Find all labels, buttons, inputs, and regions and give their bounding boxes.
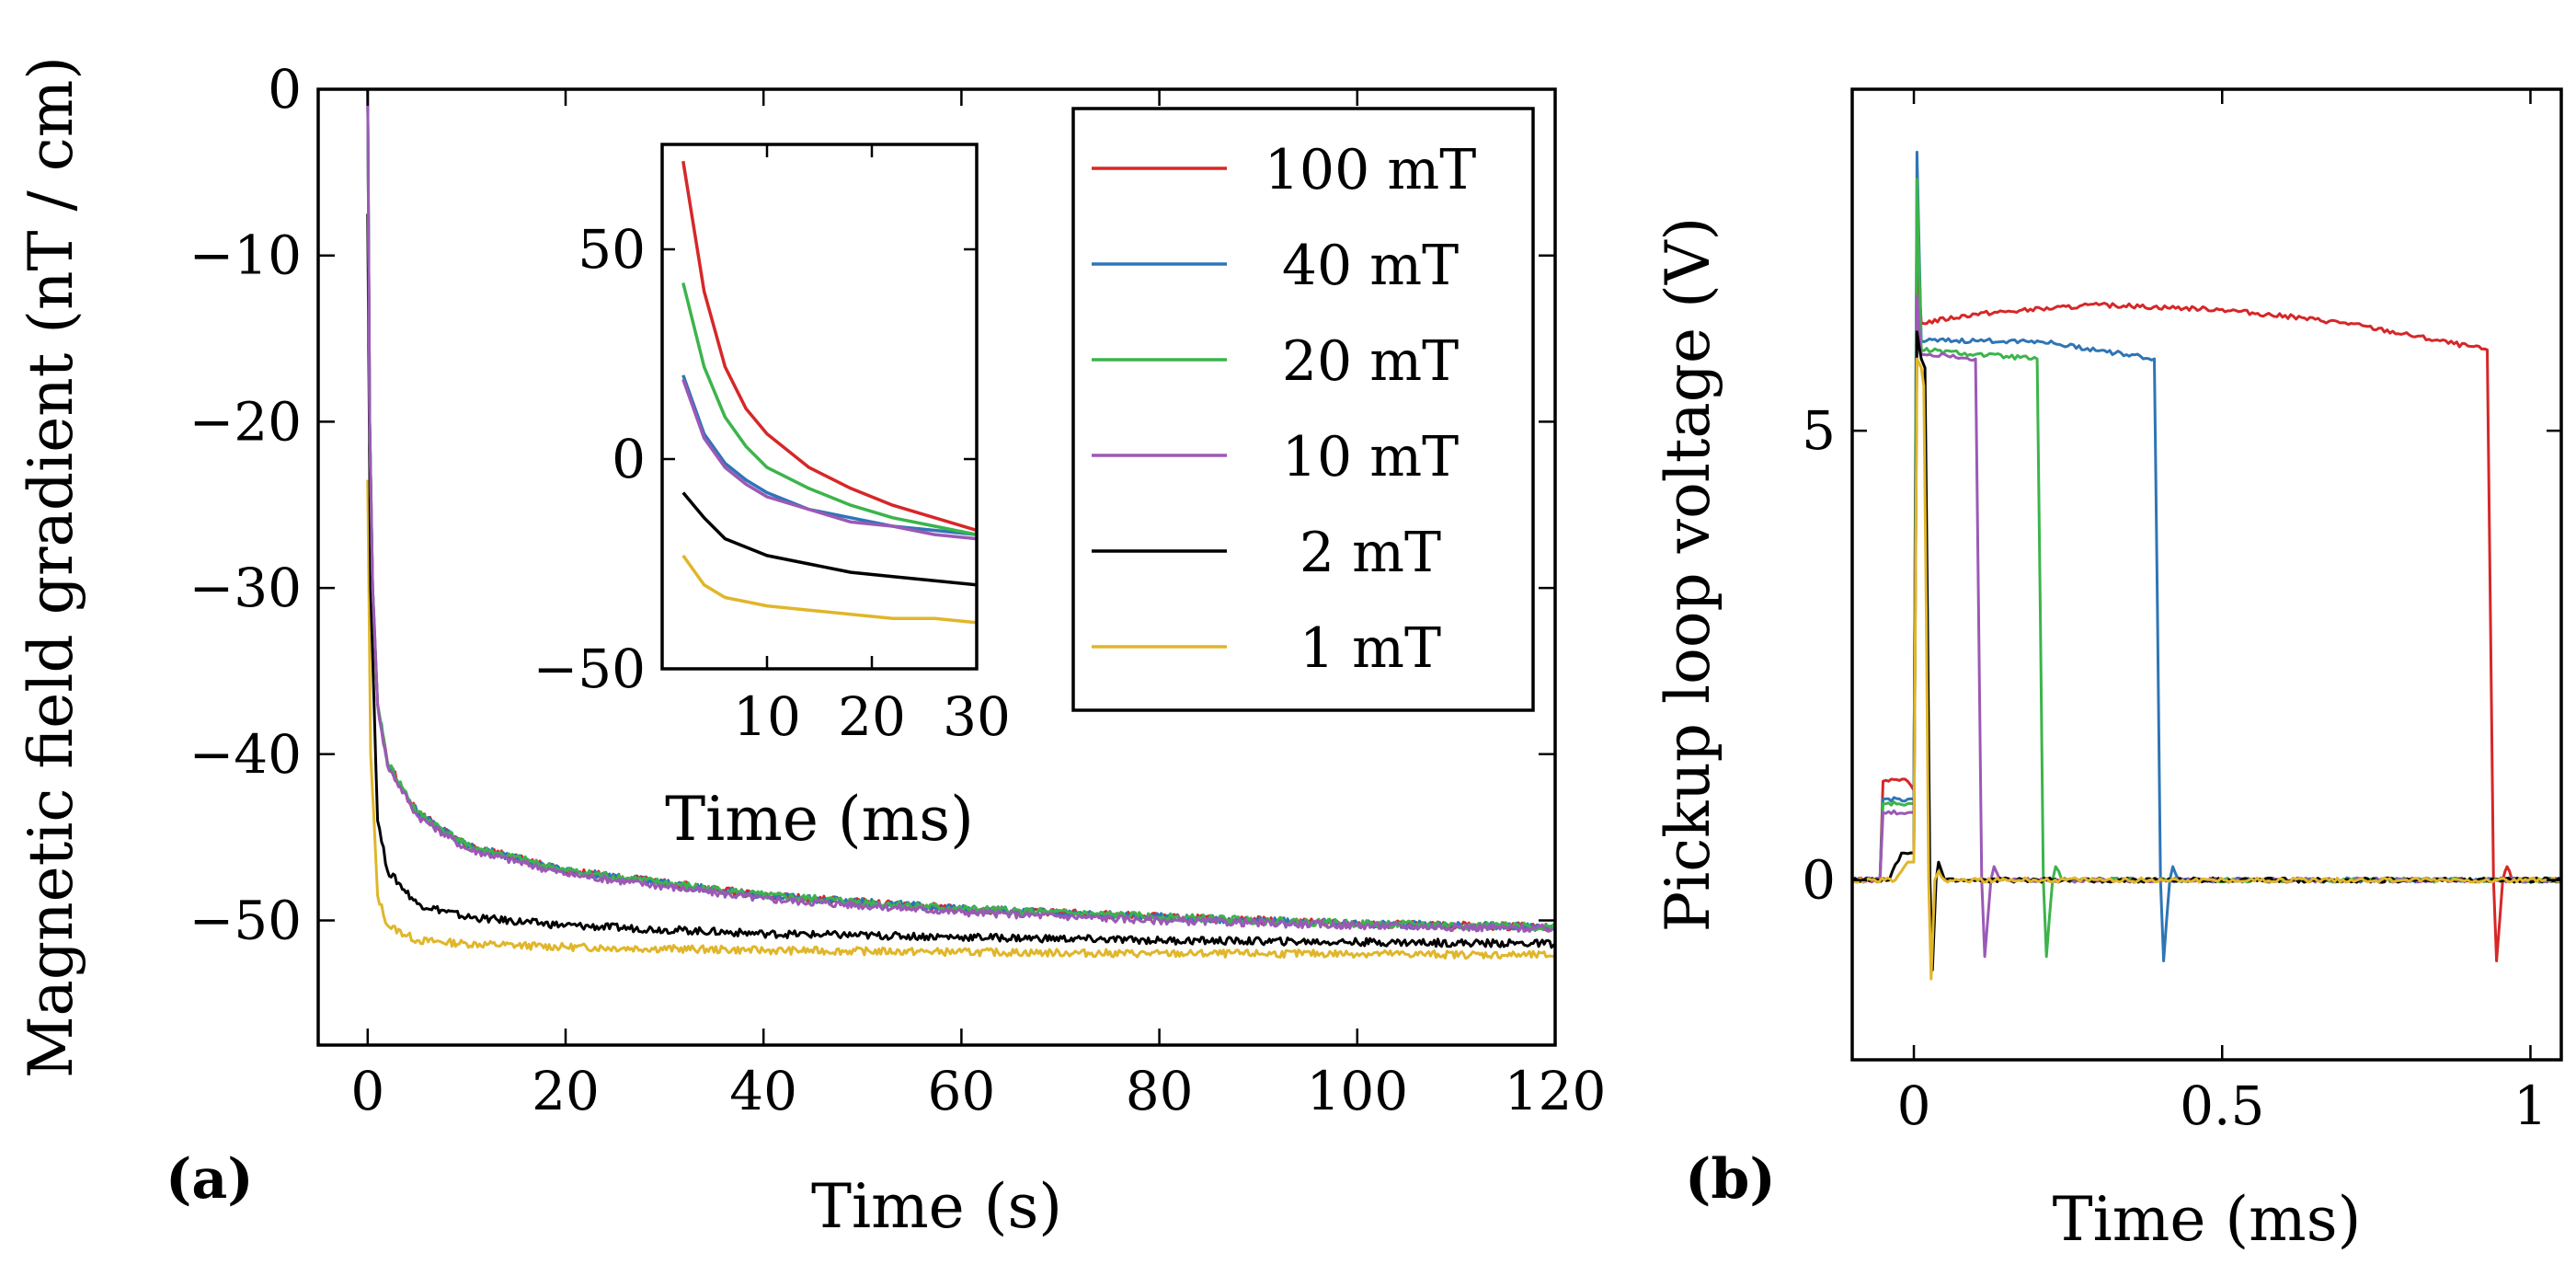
legend-label: 100 mT [1265,138,1477,202]
series-40-mT-panel-b [1852,150,2561,962]
x-axis-label: Time (s) [811,1171,1062,1242]
legend-item: 40 mT [1092,234,1459,298]
y-tick-label: 0 [1802,849,1836,912]
legend-label: 10 mT [1282,425,1459,489]
series-100-mT-inset [681,160,977,533]
legend-label: 1 mT [1299,616,1441,681]
panel-b: 0 0.5 1 0 5 Time (ms) Pickup loop voltage (V) (… [1653,87,2563,1255]
series-40-mT-inset [681,374,977,536]
x-tick-label: 10 [733,685,801,748]
y-tick-label: 0 [268,58,302,121]
series-10-mT-panel-a [366,89,1555,933]
x-tick-label: 60 [927,1060,995,1122]
y-tick-label: 0 [612,428,646,490]
inset-background [662,144,977,669]
y-tick-label: −40 [189,723,302,786]
legend-item: 20 mT [1092,329,1459,394]
y-tick-label: 5 [1802,399,1836,462]
series-10-mT-panel-b [1852,294,2561,959]
legend-label: 40 mT [1282,234,1459,298]
inset-frame [660,143,979,671]
series-100-mT-panel-b [1852,249,2561,962]
y-tick-label: −30 [189,557,302,619]
legend-item: 100 mT [1092,138,1476,202]
y-tick-label: −50 [533,638,646,700]
legend-item: 2 mT [1092,521,1441,585]
y-tick-label: −10 [189,224,302,287]
y-axis-label: Pickup loop voltage (V) [1653,217,1723,932]
y-tick-label: 50 [578,218,646,281]
series-20-mT-panel-b [1852,178,2561,959]
x-tick-label: 20 [838,685,906,748]
series-2-mT-inset [681,491,977,587]
legend-item: 1 mT [1092,616,1441,681]
series-1-mT-inset [681,554,977,625]
y-axis-label: Magnetic field gradient (nT / cm) [16,56,86,1078]
series-20-mT-inset [681,282,977,536]
x-axis-label: Time (ms) [2053,1184,2362,1255]
panel-label: (a) [166,1147,254,1212]
x-tick-label: 100 [1306,1060,1408,1122]
panel-b-frame [1850,87,2563,1062]
x-tick-label: 0.5 [2180,1075,2264,1137]
legend-label: 20 mT [1282,329,1459,394]
series-10-mT-inset [681,378,977,541]
x-tick-label: 120 [1505,1060,1607,1122]
y-tick-label: −20 [189,390,302,453]
legend: 100 mT 40 mT 20 mT 10 mT 2 mT 1 mT [1071,107,1535,712]
legend-item: 10 mT [1092,425,1459,489]
legend-label: 2 mT [1299,521,1441,585]
series-1-mT-panel-b [1852,357,2561,981]
x-tick-label: 1 [2513,1075,2547,1137]
x-tick-label: 80 [1126,1060,1194,1122]
x-tick-label: 30 [943,685,1011,748]
series-2-mT-panel-b [1852,330,2561,971]
legend-box [1071,107,1535,712]
x-tick-label: 0 [350,1060,384,1122]
x-tick-label: 40 [729,1060,797,1122]
inset: 10 20 30 50 0 −50 Time (ms) [533,143,1011,855]
series-1-mT-panel-a [366,479,1555,960]
panel-a-frame [316,87,1557,1047]
x-tick-label: 0 [1897,1075,1931,1137]
x-axis-label: Time (ms) [665,784,974,855]
y-tick-label: −50 [189,889,302,951]
series-2-mT-panel-a [366,213,1555,949]
panel-label: (b) [1685,1147,1776,1212]
x-tick-label: 20 [532,1060,600,1122]
